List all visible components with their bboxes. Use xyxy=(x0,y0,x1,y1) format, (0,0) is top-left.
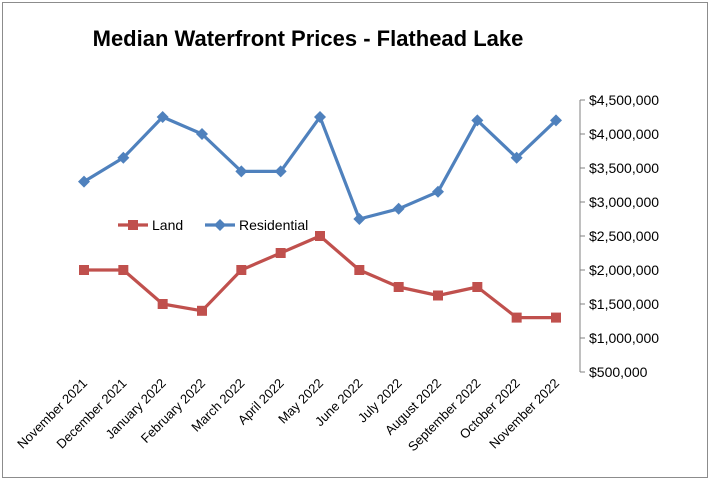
series-land xyxy=(79,231,561,323)
series-line xyxy=(84,234,556,320)
legend-item-residential: Residential xyxy=(205,217,308,233)
legend: Land Residential xyxy=(118,217,308,233)
y-tick-label: $1,500,000 xyxy=(589,296,659,312)
chart-title: Median Waterfront Prices - Flathead Lake xyxy=(93,26,524,51)
data-point xyxy=(274,165,287,178)
data-point xyxy=(471,114,484,127)
data-point xyxy=(433,290,443,301)
data-point xyxy=(392,202,405,215)
y-tick-label: $4,000,000 xyxy=(589,126,659,142)
data-point xyxy=(156,111,169,123)
data-point xyxy=(79,265,89,275)
legend-marker xyxy=(128,220,138,230)
data-point xyxy=(157,299,168,309)
y-tick-label: $500,000 xyxy=(589,364,648,380)
legend-label: Residential xyxy=(239,217,308,233)
data-point xyxy=(393,282,404,292)
data-point xyxy=(117,151,130,164)
data-point xyxy=(551,312,561,323)
series-layer xyxy=(78,111,562,323)
series-residential xyxy=(78,111,562,225)
y-tick-label: $1,000,000 xyxy=(589,330,659,346)
data-point xyxy=(510,151,523,164)
data-point xyxy=(550,114,562,127)
data-point xyxy=(118,265,129,275)
data-point xyxy=(354,265,365,275)
data-point xyxy=(353,213,366,225)
data-point xyxy=(315,231,325,241)
data-point xyxy=(472,282,483,292)
series-line xyxy=(83,115,558,221)
legend-label: Land xyxy=(152,217,183,233)
chart-frame xyxy=(2,2,708,478)
axes: $500,000 $1,000,000 $1,500,000 $2,000,000 $2… xyxy=(14,92,659,454)
data-point xyxy=(275,248,286,258)
legend-marker xyxy=(214,219,226,231)
y-tick-label: $2,500,000 xyxy=(589,228,659,244)
data-point xyxy=(511,312,522,323)
data-point xyxy=(196,128,208,140)
data-point xyxy=(314,111,326,123)
data-point xyxy=(78,175,90,188)
data-point xyxy=(236,265,247,275)
y-tick-label: $3,000,000 xyxy=(589,194,659,210)
x-tick-label: November 2021 xyxy=(14,376,90,452)
data-point xyxy=(432,185,444,198)
y-tick-label: $2,000,000 xyxy=(589,262,659,278)
x-tick-label: December 2021 xyxy=(53,376,129,452)
data-point xyxy=(235,165,248,178)
y-tick-label: $3,500,000 xyxy=(589,160,659,176)
y-tick-label: $4,500,000 xyxy=(589,92,659,108)
legend-item-land: Land xyxy=(118,217,183,233)
data-point xyxy=(197,305,207,316)
x-tick-label: November 2022 xyxy=(486,376,562,452)
